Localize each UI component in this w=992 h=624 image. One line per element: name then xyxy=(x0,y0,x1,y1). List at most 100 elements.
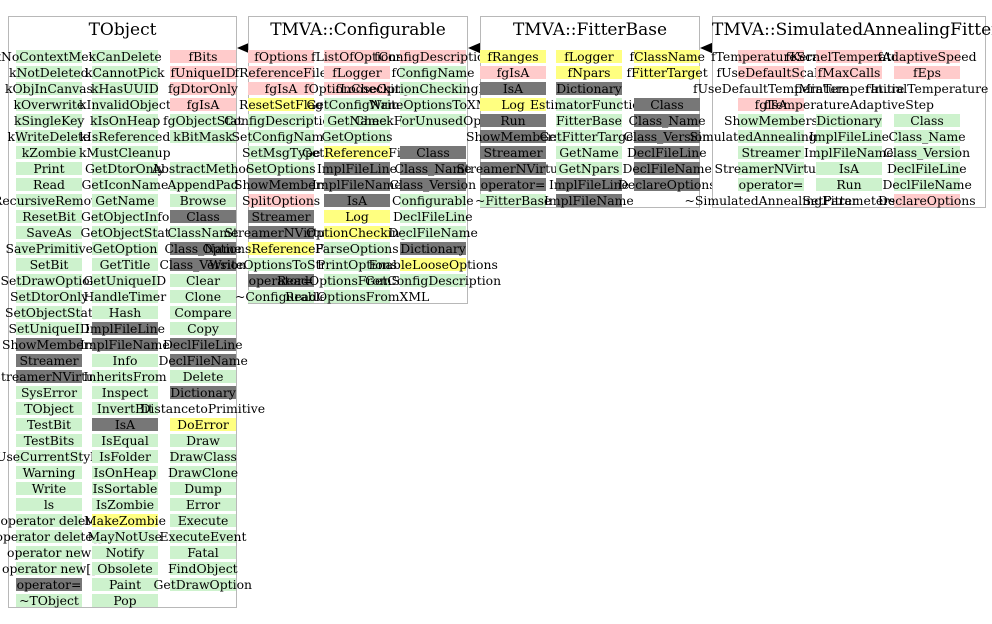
member-cell: Dictionary xyxy=(816,114,882,127)
member-cell: kHasUUID xyxy=(91,82,159,95)
member-cell: GetName xyxy=(92,194,158,207)
member-label: HandleTimer xyxy=(83,289,167,304)
member-label: DeclareOptions xyxy=(878,193,976,208)
member-label: Notify xyxy=(105,545,145,560)
member-label: IsEqual xyxy=(101,433,149,448)
member-cell: IsOnHeap xyxy=(92,466,158,479)
member-label: MayNotUse xyxy=(87,529,163,544)
member-label: operator delete[] xyxy=(0,529,103,544)
member-cell: Log xyxy=(480,98,546,111)
inheritance-arrowhead xyxy=(468,42,482,54)
member-label: ImplFileName xyxy=(312,177,402,192)
member-label: operator new[] xyxy=(2,561,96,576)
member-label: fgIsA xyxy=(264,81,298,96)
member-cell: fBits xyxy=(170,50,236,63)
member-label: ParseOptions xyxy=(315,241,399,256)
member-cell: RecursiveRemove xyxy=(0,194,105,207)
member-label: operator= xyxy=(248,273,314,288)
member-cell: fReferenceFile xyxy=(235,66,327,79)
member-cell: WriteOptionsToXML xyxy=(369,98,497,111)
member-cell: Execute xyxy=(170,514,236,527)
member-cell: Streamer xyxy=(16,354,82,367)
member-cell: ImplFileLine xyxy=(809,130,889,143)
member-cell: Class xyxy=(170,210,236,223)
member-cell: DeclFileName xyxy=(623,162,712,175)
member-cell: kSingleKey xyxy=(14,113,85,128)
member-cell: fLooseOptionCheckingEnabled xyxy=(336,82,530,95)
member-label: GetName xyxy=(327,113,387,128)
member-cell: ReadOptionsFromXML xyxy=(285,290,429,303)
member-cell: Class xyxy=(894,114,960,127)
member-cell: GetObjectInfo xyxy=(81,210,169,223)
member-label: InvertBit xyxy=(96,401,154,416)
member-cell: Browse xyxy=(170,194,236,207)
member-cell: Class_Name xyxy=(629,114,706,127)
member-label: ShowMembers xyxy=(724,113,818,128)
member-label: ShowMembers xyxy=(234,177,328,192)
member-cell: fLogger xyxy=(324,66,390,79)
member-cell: ExecuteEvent xyxy=(160,530,246,543)
member-label: kZombie xyxy=(21,145,77,160)
member-label: kObjInCanvas xyxy=(5,81,93,96)
member-cell: fOptionChecking xyxy=(304,82,410,95)
member-cell: ~SimulatedAnnealingFitter xyxy=(685,194,858,207)
member-label: SetConfigName xyxy=(231,129,331,144)
member-cell: SetUniqueID xyxy=(9,322,90,335)
member-label: Dictionary xyxy=(170,385,236,400)
member-label: operator= xyxy=(480,177,546,192)
member-label: fgIsA xyxy=(186,97,220,112)
member-label: Class_Version xyxy=(389,177,477,192)
member-label: fKernelTemperature xyxy=(785,49,913,64)
member-label: Log xyxy=(345,209,369,224)
member-label: SavePrimitive xyxy=(5,241,93,256)
member-label: DrawClone xyxy=(168,465,239,480)
member-label: DistancetoPrimitive xyxy=(140,401,266,416)
member-label: SetObjectStat xyxy=(5,305,93,320)
member-cell: fListOfOptions xyxy=(311,50,403,63)
member-label: kInvalidObject xyxy=(79,97,171,112)
member-cell: Error xyxy=(170,498,236,511)
member-label: fRanges xyxy=(487,49,539,64)
member-cell: SetOptions xyxy=(246,162,316,175)
member-cell: SetConfigName xyxy=(232,130,331,143)
member-cell: TestBits xyxy=(16,434,82,447)
member-label: SimulatedAnnealingFitter xyxy=(689,129,853,144)
member-label: kSingleKey xyxy=(14,113,85,128)
member-label: fInitialTemperature xyxy=(865,81,989,96)
member-cell: ImplFileName xyxy=(80,338,170,351)
class-box-configurable xyxy=(248,16,468,304)
class-box-simulatedannealing xyxy=(712,16,986,208)
member-label: Class_Version xyxy=(159,257,247,272)
member-label: Streamer xyxy=(251,209,311,224)
member-cell: IsSortable xyxy=(92,482,158,495)
member-cell: EnableLooseOptions xyxy=(369,258,498,271)
member-cell xyxy=(170,146,236,159)
member-label: ImplFileLine xyxy=(549,177,629,192)
member-label: Dictionary xyxy=(400,241,466,256)
member-label: DeclareOptions xyxy=(618,177,716,192)
member-label: GetName xyxy=(95,193,155,208)
member-cell: Run xyxy=(816,178,882,191)
member-cell: fUseDefaultTemperature xyxy=(693,82,849,95)
member-cell: Streamer xyxy=(248,210,314,223)
member-cell: kCannotPick xyxy=(85,66,165,79)
member-label: ShowMembers xyxy=(466,129,560,144)
member-label: GetUniqueID xyxy=(83,273,167,288)
class-title: TMVA::SimulatedAnnealingFitter xyxy=(712,20,992,40)
member-label: StreamerNVirtual xyxy=(456,161,570,176)
member-cell: fgIsA xyxy=(480,66,546,79)
member-label: ~FitterBase xyxy=(475,193,552,208)
member-cell: DeclFileName xyxy=(883,178,972,191)
member-cell: Info xyxy=(92,354,158,367)
member-label: fTemperatureScale xyxy=(711,49,831,64)
member-label: ImplFileLine xyxy=(809,129,889,144)
member-cell: DeclFileLine xyxy=(393,210,473,223)
member-cell: fUseDefaultScale xyxy=(717,66,826,79)
member-label: Execute xyxy=(177,513,229,528)
member-cell: fClassName xyxy=(630,50,705,63)
member-label: ShowMembers xyxy=(2,337,96,352)
member-label: ConfigDescription xyxy=(224,113,338,128)
member-label: EnableLooseOptions xyxy=(368,257,498,272)
member-label: Run xyxy=(500,113,526,128)
